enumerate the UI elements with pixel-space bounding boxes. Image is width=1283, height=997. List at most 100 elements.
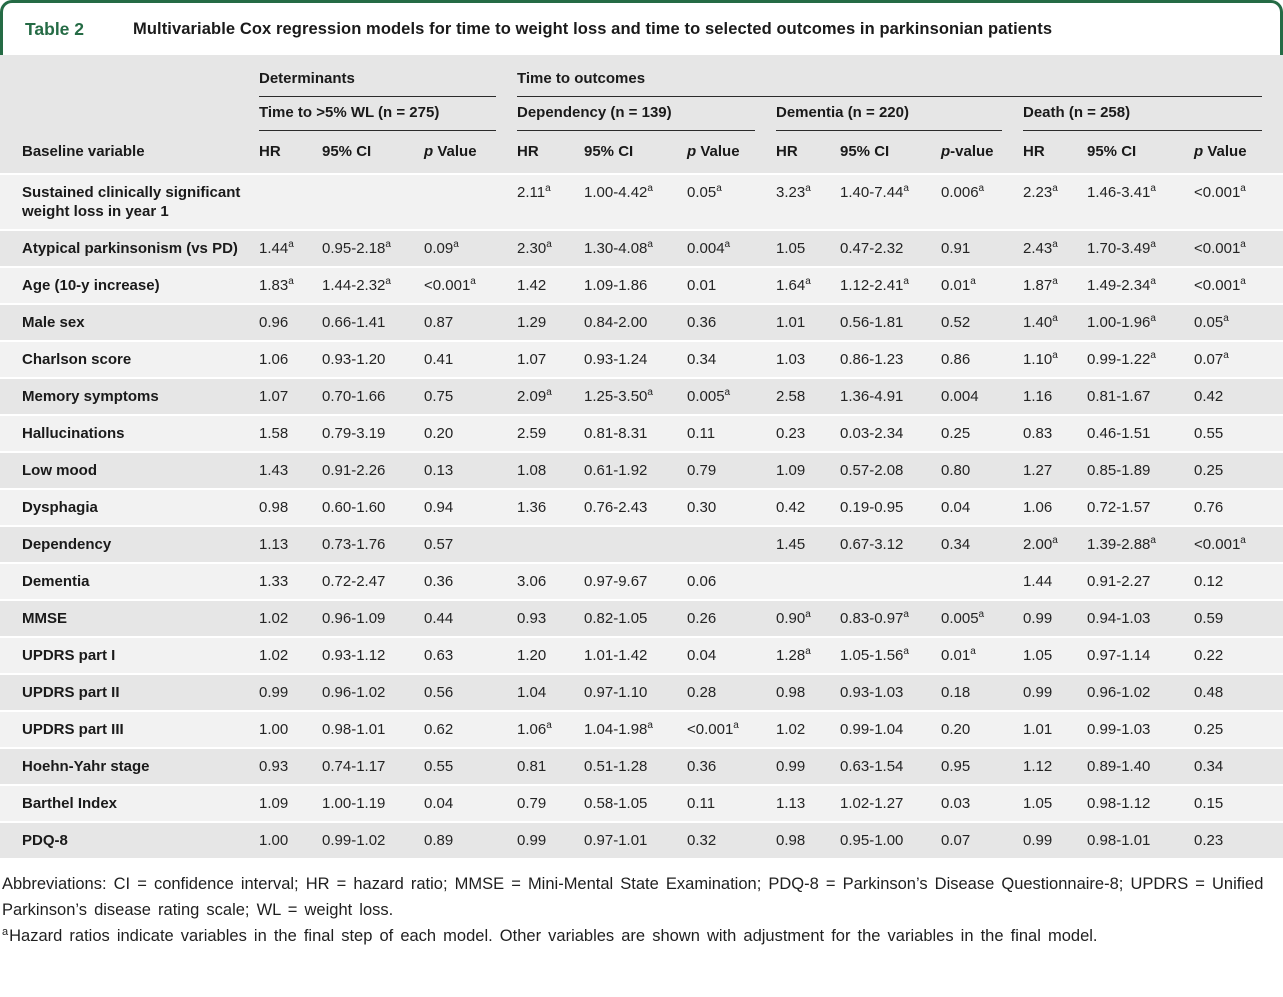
superscript-a-marker: a	[978, 183, 985, 194]
cell-value: 0.48	[1194, 684, 1224, 701]
cell-value: 0.006a	[941, 183, 985, 202]
cell-value	[840, 563, 941, 600]
cell-value: 1.30-4.08a	[584, 239, 653, 258]
cell-value: 0.01	[687, 277, 717, 294]
cell-value: 0.66-1.41	[322, 314, 386, 331]
cell-value: 0.34	[1194, 758, 1224, 775]
superscript-a-marker: a	[1223, 350, 1229, 361]
cell-value: 0.25	[1194, 462, 1224, 479]
cell-value: 0.85-1.89	[1087, 462, 1151, 479]
cell-value: 0.04	[941, 499, 971, 516]
cell-value	[584, 526, 687, 563]
column-header-hr: HR	[776, 131, 840, 174]
cell-value: 2.11a	[517, 183, 551, 202]
cell-value: 0.91-2.27	[1087, 573, 1151, 590]
table-row: Male sex 0.96 0.66-1.41 0.87 1.29 0.84-2.00 0.…	[0, 304, 1283, 341]
superscript-a-marker: a	[1052, 239, 1058, 250]
superscript-a-marker: a	[903, 609, 909, 620]
cell-value: 1.70-3.49a	[1087, 239, 1156, 258]
cell-value: <0.001a	[424, 276, 476, 295]
cell-value: 0.07	[941, 832, 971, 849]
cell-value: 0.99-1.22a	[1087, 350, 1156, 369]
cell-value: 0.06	[687, 573, 717, 590]
cell-value: <0.001a	[1194, 535, 1246, 554]
cell-value: 1.00-4.42a	[584, 183, 653, 202]
cell-value: 1.06	[1023, 499, 1053, 516]
cell-value: 0.95-1.00	[840, 832, 904, 849]
table-row: Atypical parkinsonism (vs PD) 1.44a 0.95-2…	[0, 230, 1283, 267]
superscript-a-marker: a	[1240, 276, 1246, 287]
cell-value: 1.36-4.91	[840, 388, 904, 405]
cell-value: 0.99	[1023, 684, 1053, 701]
cell-value: 0.91-2.26	[322, 462, 386, 479]
cell-value: 2.30a	[517, 239, 552, 258]
abbreviations-note: Abbreviations: CI = confidence interval;…	[2, 875, 1264, 919]
superscript-a-marker: a	[724, 239, 731, 250]
cell-value: 1.64a	[776, 276, 811, 295]
cell-value: <0.001a	[1194, 276, 1246, 295]
cell-value: 1.42	[517, 277, 547, 294]
cell-value: 3.06	[517, 573, 547, 590]
superscript-a-marker: a	[1150, 535, 1156, 546]
superscript-a-marker: a	[546, 239, 552, 250]
cell-value: 1.04	[517, 684, 547, 701]
cell-value: 0.76-2.43	[584, 499, 648, 516]
cell-value: 0.23	[776, 425, 806, 442]
cell-value: 0.79	[687, 462, 717, 479]
cell-value: 0.13	[424, 462, 454, 479]
row-variable: Memory symptoms	[22, 388, 159, 405]
cell-value: 1.40a	[1023, 313, 1058, 332]
superscript-a-marker: a	[546, 720, 552, 731]
subgroup-label: Death (n = 258)	[1023, 104, 1263, 131]
superscript-a-marker: a	[970, 646, 976, 657]
cell-value: 0.004a	[687, 239, 731, 258]
column-header-row: HR 95% CI p Value HR 95% CI p Value HR 95% CI p-…	[0, 131, 1283, 174]
superscript-a-marker: a	[805, 276, 811, 287]
table-body: Sustained clinically significant weight …	[0, 174, 1283, 858]
cell-value: 0.82-1.05	[584, 610, 648, 627]
cell-value: 1.83a	[259, 276, 294, 295]
cell-value: 0.20	[941, 721, 971, 738]
cell-value	[322, 174, 424, 230]
cell-value: 0.09a	[424, 239, 459, 258]
cell-value: 1.06a	[517, 720, 552, 739]
cell-value: 0.03-2.34	[840, 425, 904, 442]
cell-value: 0.98	[776, 832, 806, 849]
table-head: Baseline variable Determinants Time to o…	[0, 55, 1283, 174]
cox-regression-table: Baseline variable Determinants Time to o…	[0, 55, 1283, 858]
superscript-a-marker: a	[288, 239, 294, 250]
cell-value: 0.57	[424, 536, 454, 553]
cell-value: 0.99	[259, 684, 289, 701]
cell-value: 0.36	[687, 314, 717, 331]
table-row: UPDRS part III 1.00 0.98-1.01 0.62 1.06a 1.04…	[0, 711, 1283, 748]
cell-value: 0.04	[424, 795, 454, 812]
cell-value: 1.00	[259, 721, 289, 738]
cell-value: 0.96-1.02	[1087, 684, 1151, 701]
cell-value: 1.40-7.44a	[840, 183, 909, 202]
cell-value: 0.55	[1194, 425, 1224, 442]
superscript-a-marker: a	[903, 646, 909, 657]
table-row: Low mood 1.43 0.91-2.26 0.13 1.08 0.61-1.92 0.…	[0, 452, 1283, 489]
cell-value: 0.87	[424, 314, 454, 331]
table-row: Dependency 1.13 0.73-1.76 0.57 1.45 0.67-3.12…	[0, 526, 1283, 563]
cell-value: 0.98	[776, 684, 806, 701]
column-header-95-ci: 95% CI	[1087, 131, 1194, 174]
superscript-a-marker: a	[453, 239, 459, 250]
cell-value: 0.11	[687, 795, 716, 812]
cell-value: 0.01a	[941, 646, 976, 665]
cell-value: 1.58	[259, 425, 289, 442]
superscript-a-marker: a	[1150, 313, 1156, 324]
cell-value: 1.12-2.41a	[840, 276, 909, 295]
cell-value: 0.59	[1194, 610, 1224, 627]
table-row: PDQ-8 1.00 0.99-1.02 0.89 0.99 0.97-1.01 0.32 0…	[0, 822, 1283, 858]
cell-value: <0.001a	[1194, 183, 1246, 202]
cell-value: 1.00	[259, 832, 289, 849]
cell-value: 1.02-1.27	[840, 795, 904, 812]
cell-value: 0.97-1.10	[584, 684, 648, 701]
cell-value: 1.44a	[259, 239, 294, 258]
superscript-a-marker: a	[1052, 313, 1058, 324]
superscript-a-marker: a	[1240, 239, 1246, 250]
superscript-a-marker: a	[1052, 350, 1058, 361]
row-variable: UPDRS part II	[22, 684, 120, 701]
table-row: UPDRS part II 0.99 0.96-1.02 0.56 1.04 0.97-1…	[0, 674, 1283, 711]
